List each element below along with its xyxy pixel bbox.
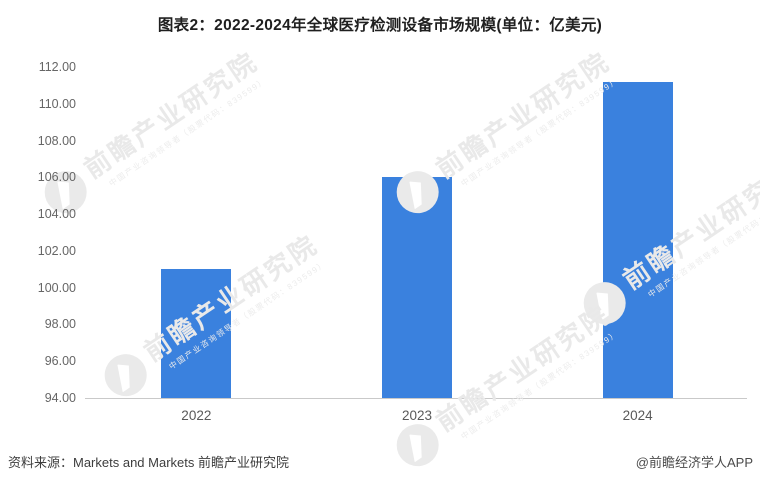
bar-2023 (382, 177, 452, 398)
credit-note: @前瞻经济学人APP (635, 455, 753, 470)
x-tick-label: 2023 (401, 408, 433, 423)
y-tick-label: 98.00 (44, 317, 76, 332)
source-note: 资料来源：Markets and Markets 前瞻产业研究院 (8, 455, 289, 470)
x-axis: 2022 2023 2024 (86, 408, 748, 428)
y-tick-label: 108.00 (37, 133, 76, 148)
y-tick-label: 102.00 (37, 243, 76, 258)
y-tick-label: 100.00 (37, 280, 76, 295)
bar-2024 (602, 81, 673, 398)
plot-area (86, 67, 748, 398)
bar-2022 (161, 269, 232, 398)
x-tick-label: 2024 (622, 408, 653, 423)
chart-title: 图表2：2022-2024年全球医疗检测设备市场规模(单位：亿美元) (157, 17, 603, 34)
y-axis: 112.00 110.00 108.00 106.00 104.00 102.00 100.… (0, 60, 76, 405)
y-tick-label: 110.00 (38, 96, 76, 111)
y-tick-label: 94.00 (44, 391, 76, 405)
y-tick-label: 96.00 (44, 354, 76, 369)
y-tick-label: 112.00 (38, 60, 76, 74)
y-tick-label: 104.00 (37, 207, 76, 222)
y-tick-label: 106.00 (37, 170, 76, 185)
x-axis-line (85, 398, 747, 399)
x-tick-label: 2022 (181, 408, 212, 423)
